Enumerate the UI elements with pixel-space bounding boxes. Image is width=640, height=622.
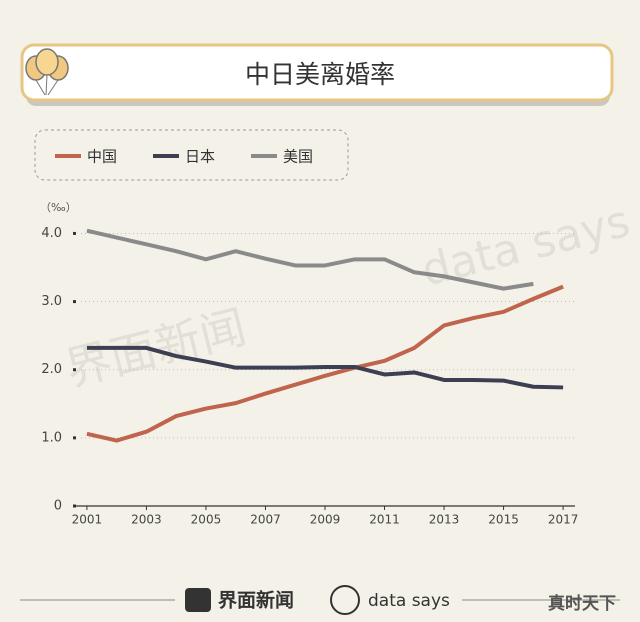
x-tick-label: 2011 [369, 513, 400, 527]
x-tick-label: 2005 [191, 513, 222, 527]
legend-label: 美国 [283, 148, 313, 166]
y-unit: （‰） [40, 201, 77, 214]
balloon-icon [25, 48, 69, 96]
y-tick [73, 368, 76, 372]
y-tick [73, 436, 76, 440]
footer-brand: 界面新闻 [218, 589, 294, 612]
x-tick-label: 2003 [131, 513, 162, 527]
series-line [86, 345, 564, 390]
legend-box [34, 129, 349, 181]
title-banner [20, 43, 614, 102]
legend-label: 日本 [185, 148, 215, 166]
x-tick-label: 2009 [310, 513, 341, 527]
y-tick-label: 0 [54, 499, 62, 514]
chart-title: 中日美离婚率 [245, 60, 395, 89]
x-tick-label: 2013 [429, 513, 460, 527]
brand-icon [185, 588, 211, 612]
y-tick-label: 2.0 [41, 362, 62, 377]
x-tick-label: 2007 [250, 513, 281, 527]
partner-icon [330, 585, 360, 615]
y-tick-label: 4.0 [41, 226, 62, 241]
x-tick-label: 2015 [488, 513, 519, 527]
y-tick-label: 1.0 [41, 430, 62, 445]
y-tick-label: 3.0 [41, 294, 62, 309]
series-line [86, 228, 534, 291]
x-tick-label: 2017 [548, 513, 579, 527]
y-tick [73, 300, 76, 304]
legend-label: 中国 [87, 148, 117, 166]
x-tick-label: 2001 [72, 513, 103, 527]
series-line [86, 284, 564, 443]
footer-partner: data says [368, 591, 450, 611]
source-mark: 真时天下 [548, 593, 616, 614]
y-tick [73, 504, 76, 508]
y-tick [73, 231, 76, 235]
